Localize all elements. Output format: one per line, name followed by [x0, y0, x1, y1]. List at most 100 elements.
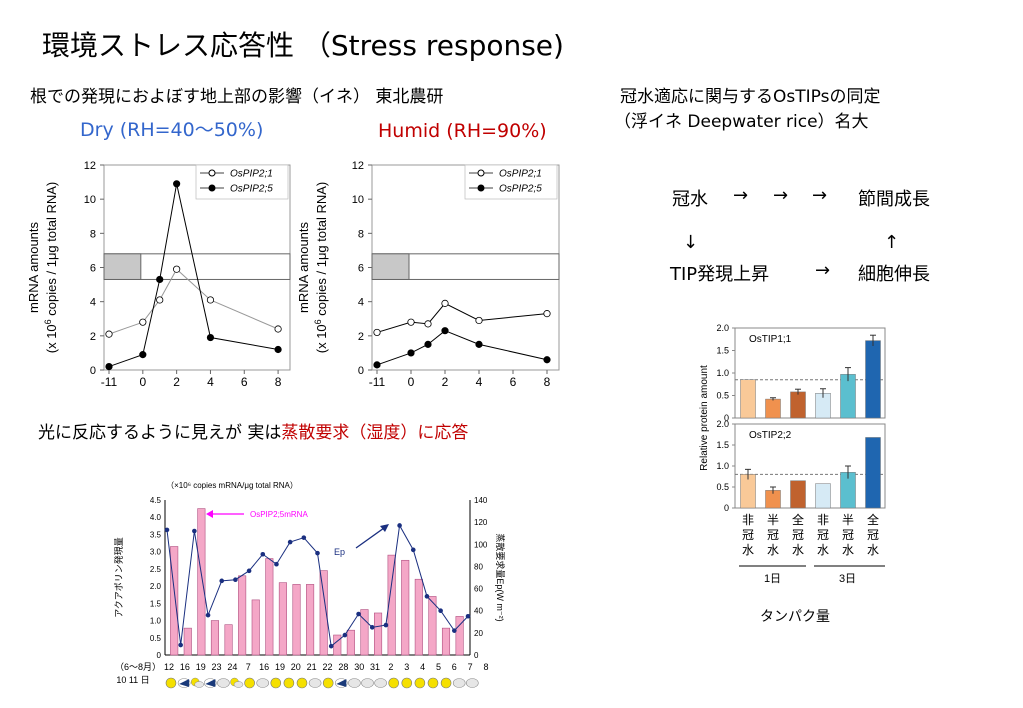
humid-ytick-label: 12	[352, 160, 364, 172]
dry-ytick-label: 2	[90, 331, 96, 343]
field-x-prefix2: 10 11 日	[116, 675, 149, 685]
weather-sun-icon	[244, 677, 255, 689]
field-ep-point	[369, 625, 375, 630]
dry-series-line-0	[108, 268, 279, 335]
dry-xtick-label: 2	[173, 375, 180, 389]
field-x-tick-label: 31	[370, 662, 380, 672]
weather-cloud-icon	[256, 678, 270, 688]
humid-ylabel-group: mRNA amounts(x 106 copies / 1μg total RN…	[296, 182, 329, 353]
weather-cloud-icon	[374, 678, 387, 688]
protein-ytick-label: 1.0	[716, 368, 729, 378]
field-x-tick-label: 6	[452, 662, 457, 672]
field-mrna-arrowhead	[206, 510, 213, 518]
field-bar	[251, 599, 260, 656]
field-x-tick-label: 28	[338, 662, 348, 672]
humid-point-0	[424, 320, 432, 328]
field-ep-point	[356, 611, 361, 617]
dry-ytick-label: 10	[84, 194, 96, 206]
dry-point-1	[173, 180, 181, 188]
field-ep-point	[205, 612, 211, 618]
right-heading-2: （浮イネ Deepwater rice）名大	[614, 112, 869, 132]
flow-submergence: 冠水	[672, 189, 708, 210]
field-ep-point	[438, 608, 443, 614]
dry-series-line-1	[108, 183, 279, 368]
field-bar	[455, 616, 464, 656]
weather-cloud-icon	[308, 678, 322, 688]
flow-arrow-down: ↓	[683, 232, 699, 253]
weather-sun-icon	[414, 677, 426, 689]
dry-point-0	[206, 296, 215, 304]
protein-bar	[865, 340, 881, 419]
weather-sun-icon	[427, 677, 439, 689]
weather-sun-icon	[270, 677, 282, 689]
flow-arrow-4: →	[815, 260, 831, 281]
protein-ylabel: Relative protein amount	[699, 365, 710, 471]
weather-umbrella-fill	[179, 679, 190, 687]
field-ep-point	[178, 642, 183, 648]
field-ep-label: Ep	[334, 547, 345, 557]
humid-dark-band	[371, 253, 410, 280]
protein-category-label: 全	[867, 512, 879, 527]
protein-group-label: 3日	[839, 573, 856, 585]
humid-ytick-label: 10	[352, 194, 364, 206]
field-ep-point	[246, 568, 252, 574]
protein-category-label: 冠	[867, 528, 879, 542]
humid-xtick-label: 8	[544, 375, 551, 389]
field-bar	[374, 612, 383, 656]
weather-cloud-icon	[465, 678, 479, 688]
dry-legend-label: OsPIP2;5	[230, 184, 273, 195]
protein-category-label: 水	[767, 543, 779, 557]
field-x-tick-label: 7	[246, 662, 251, 672]
humid-legend-marker	[477, 169, 485, 177]
protein-category-label: 冠	[767, 528, 779, 542]
field-ep-point	[342, 632, 348, 638]
humid-ytick-label: 0	[358, 365, 364, 377]
field-ep-arrowhead	[380, 524, 389, 532]
protein-ytick-label: 1.5	[716, 440, 729, 450]
protein-bar	[815, 483, 831, 509]
weather-cloud-icon	[217, 678, 230, 688]
field-ep-point	[164, 527, 170, 533]
dry-point-0	[156, 296, 164, 304]
field-bar	[387, 554, 396, 656]
protein-category-label: 半	[842, 513, 854, 527]
dry-point-1	[156, 275, 164, 284]
humid-xtick-label: 0	[408, 375, 415, 389]
humid-xtick-label: -11	[369, 375, 386, 389]
field-ep-point	[452, 628, 457, 633]
protein-category-label: 水	[792, 543, 804, 557]
flow-arrow-up: ↑	[884, 232, 900, 253]
humid-series-line-0	[376, 302, 548, 333]
humid-point-0	[475, 316, 483, 325]
humid-xtick-label: 6	[510, 375, 517, 389]
protein-group-label: 1日	[764, 573, 781, 585]
field-x-tick-label: 16	[259, 662, 269, 672]
weather-sun-icon	[322, 677, 334, 689]
field-ep-point	[233, 577, 238, 583]
field-ep-point	[328, 643, 334, 649]
field-x-tick-label: 19	[275, 662, 285, 672]
field-x-tick-label: 22	[322, 662, 332, 672]
humid-ytick-label: 2	[358, 331, 364, 343]
humid-ylabel-2: (x 106 copies / 1μg total RNA)	[313, 182, 329, 353]
weather-sun-icon	[296, 677, 308, 689]
humid-label: Humid (RH=90%)	[378, 120, 547, 142]
protein-bar	[740, 379, 756, 419]
flow-arrow-2: →	[773, 185, 789, 206]
field-ep-point	[260, 551, 266, 557]
field-bar	[210, 620, 219, 656]
flow-internode: 節間成長	[858, 189, 930, 210]
field-ep-point	[383, 622, 389, 628]
field-x-tick-label: 21	[307, 662, 317, 672]
field-ep-point	[274, 561, 279, 567]
dry-point-0	[274, 325, 282, 333]
protein-category-label: 水	[817, 543, 829, 557]
field-left-tick-label: 1.5	[150, 599, 162, 608]
field-x-tick-label: 19	[196, 662, 206, 672]
page-title: 環境ストレス応答性 （Stress response)	[42, 29, 564, 62]
field-x-tick-label: 4	[420, 662, 425, 672]
bottom-heading-red: 蒸散要求（湿度）に応答	[281, 423, 469, 443]
dry-ytick-label: 6	[90, 263, 96, 275]
protein-ytick-label: 1.0	[716, 461, 729, 471]
protein-category-label: 全	[792, 512, 804, 527]
